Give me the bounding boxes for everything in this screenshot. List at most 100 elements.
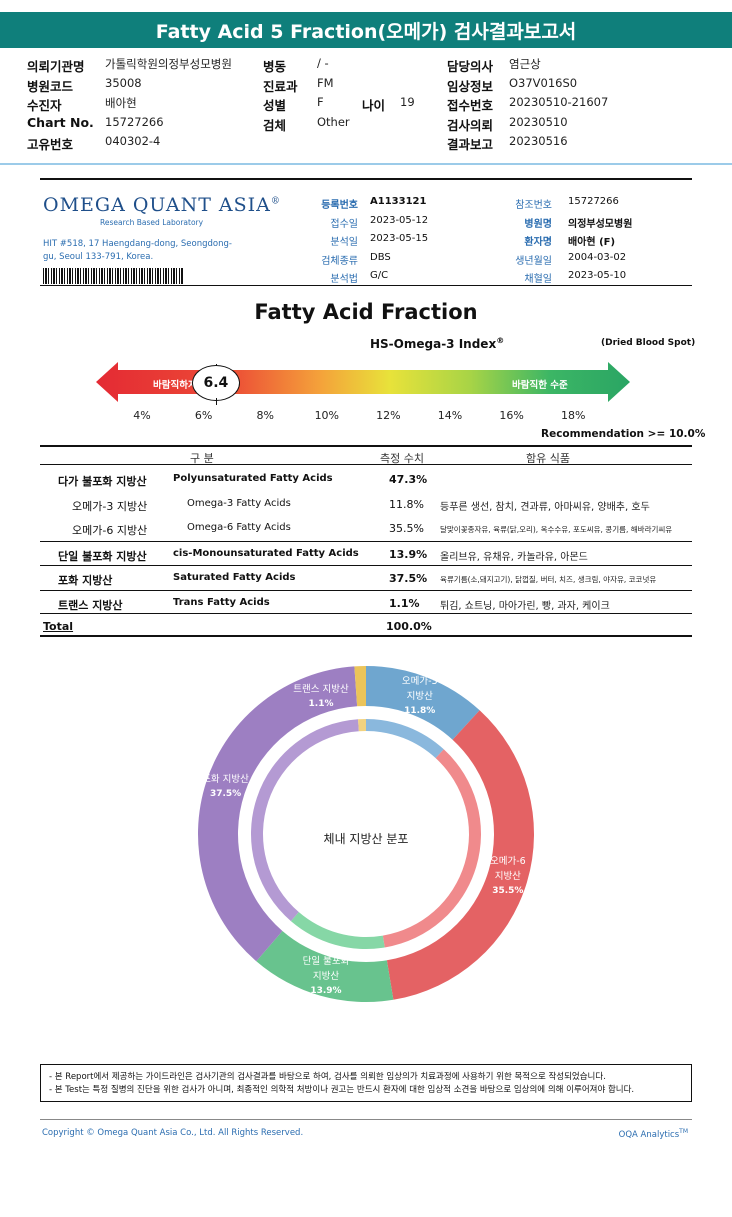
- lab-field-value: 2023-05-15: [370, 233, 429, 244]
- index-title: HS-Omega-3 Index®: [370, 336, 505, 351]
- cell-value: 13.9%: [389, 547, 428, 561]
- slice-label-pct: 11.8%: [404, 705, 436, 716]
- slice-label-pct: 35.5%: [492, 885, 524, 896]
- table-total-row: Total 100.0%: [40, 613, 692, 637]
- slice-label-line1: 오메가-6: [489, 855, 526, 867]
- slice-label-pct: 37.5%: [209, 789, 242, 800]
- lab-field-value: 배아현 (F): [568, 237, 616, 248]
- donut-slice-inner: [382, 749, 482, 948]
- donut-slice-label: 포화 지방산 37.5%: [186, 772, 266, 802]
- cell-foods: 튀김, 쇼트닝, 마아가린, 빵, 과자, 케이크: [440, 600, 610, 612]
- index-value: 6.4: [203, 375, 229, 391]
- info-label: 수진자: [27, 98, 62, 113]
- lab-address: HIT #518, 17 Haengdang-dong, Seongdong-g…: [43, 239, 232, 262]
- table-row: 오메가-3 지방산 Omega-3 Fatty Acids 11.8% 등푸른 생선,…: [40, 492, 692, 516]
- header-foods: 함유 식품: [526, 452, 570, 465]
- donut-slice-label: 트랜스 지방산 1.1%: [281, 682, 361, 712]
- info-value: FM: [317, 75, 334, 90]
- donut-slice-inner: [358, 719, 366, 732]
- header-category: 구 분: [190, 452, 214, 465]
- cell-kor: 트랜스 지방산: [58, 598, 123, 612]
- copyright-text: Copyright © Omega Quant Asia Co., Ltd. A…: [42, 1128, 304, 1138]
- lab-field-value: 15727266: [568, 196, 619, 207]
- table-row: 다가 불포화 지방산 Polyunsaturated Fatty Acids 47.…: [40, 467, 692, 491]
- slice-label-line1: 포화 지방산: [202, 774, 249, 786]
- footer-divider: [40, 1119, 692, 1120]
- slice-label-line2: 지방산: [494, 870, 521, 882]
- cell-value: 1.1%: [389, 596, 420, 610]
- total-label: Total: [43, 620, 74, 633]
- cell-value: 35.5%: [389, 522, 424, 535]
- info-value: O37V016S0: [509, 75, 578, 90]
- scale-tick-label: 4%: [133, 409, 151, 422]
- index-value-marker: 6.4: [191, 365, 240, 401]
- scale-tick-label: 16%: [499, 409, 524, 422]
- section-title: Fatty Acid Fraction: [254, 300, 478, 324]
- info-label: Chart No.: [27, 114, 94, 130]
- lab-field-label: 접수일: [330, 218, 358, 230]
- disclaimer-line-1: - 본 Report에서 제공하는 가이드라인은 검사기관의 검사결과를 바탕으…: [49, 1072, 606, 1082]
- info-value: F: [317, 95, 324, 109]
- lab-field-value: 2004-03-02: [568, 251, 627, 263]
- donut-slice-inner: [366, 719, 444, 759]
- lab-field-label: 병원명: [524, 218, 552, 230]
- sample-type-label: (Dried Blood Spot): [601, 338, 696, 348]
- lab-subtitle: Research Based Laboratory: [100, 218, 204, 227]
- disclaimer-line-2: - 본 Test는 특정 질병의 진단을 위한 검사가 아니며, 최종적인 의학…: [49, 1085, 635, 1095]
- donut-slice-outer: [256, 930, 394, 1002]
- donut-center-title: 체내 지방산 분포: [323, 832, 409, 846]
- cell-eng: cis-Monounsaturated Fatty Acids: [173, 547, 359, 559]
- info-value: 19: [400, 95, 415, 109]
- cell-value: 11.8%: [389, 497, 424, 511]
- info-label: 성별: [263, 98, 287, 113]
- info-value: 15727266: [105, 114, 164, 129]
- donut-slice-label: 단일 불포화 지방산 13.9%: [286, 954, 366, 999]
- info-value: 20230510-21607: [509, 95, 609, 109]
- table-header: 구 분 측정 수치 함유 식품: [40, 445, 692, 465]
- brand-text: OQA AnalyticsTM: [618, 1128, 688, 1140]
- cell-kor: 다가 불포화 지방산: [58, 475, 147, 488]
- barcode-image: [43, 268, 183, 284]
- cell-eng: Saturated Fatty Acids: [173, 572, 296, 583]
- donut-slice-inner: [250, 719, 359, 922]
- cell-kor: 단일 불포화 지방산: [58, 549, 147, 563]
- info-label: 결과보고: [447, 137, 494, 152]
- scale-tick-label: 6%: [194, 409, 213, 422]
- header-divider: [0, 163, 732, 165]
- info-value: 20230510: [509, 114, 568, 129]
- cell-kor: 포화 지방산: [58, 574, 113, 587]
- lab-field-value: G/C: [370, 270, 389, 281]
- info-value: Other: [317, 114, 350, 129]
- slice-label-line2: 지방산: [312, 970, 340, 982]
- lab-field-value: 2023-05-10: [568, 270, 627, 281]
- donut-slice-outer: [197, 666, 358, 962]
- slice-label-line1: 단일 불포화: [302, 955, 350, 967]
- patient-info-row: Chart No. 15727266 검체 Other 검사의뢰 20230510: [27, 115, 707, 133]
- donut-slice-inner: [290, 912, 385, 949]
- donut-slice-outer: [386, 710, 534, 1000]
- lab-field-label: 참조번호: [515, 200, 552, 211]
- scale-tick-label: 14%: [437, 409, 463, 422]
- info-label: 담당의사: [447, 59, 494, 74]
- marker-tick-bottom: [215, 398, 217, 405]
- table-row: 포화 지방산 Saturated Fatty Acids 37.5% 육류기름(소,돼…: [40, 565, 692, 589]
- slice-label-line2: 지방산: [406, 690, 433, 702]
- patient-info-row: 의뢰기관명 가톨릭학원의정부성모병원 병동 / - 담당의사 염근상: [27, 56, 707, 74]
- cell-foods: 등푸른 생선, 참치, 견과류, 아마씨유, 양배추, 호두: [440, 501, 650, 513]
- scale-tick-label: 10%: [314, 409, 340, 422]
- cell-eng: Omega-6 Fatty Acids: [187, 522, 291, 533]
- desirable-zone-label: 바람직한 수준: [512, 380, 568, 391]
- slice-label-pct: 1.1%: [308, 699, 334, 709]
- recommendation-text: Recommendation >= 10.0%: [541, 428, 706, 440]
- cell-kor: 오메가-6 지방산: [72, 524, 148, 537]
- info-label: 병원코드: [27, 78, 74, 94]
- info-label: 나이: [362, 98, 386, 113]
- info-label: 검체: [263, 117, 287, 133]
- slice-label-line1: 트랜스 지방산: [293, 684, 349, 695]
- lab-field-label: 검체종류: [321, 255, 358, 267]
- slice-label-line1: 오메가-3: [401, 675, 438, 687]
- disclaimer-box: - 본 Report에서 제공하는 가이드라인은 검사기관의 검사결과를 바탕으…: [40, 1064, 692, 1102]
- cell-kor: 오메가-3 지방산: [72, 499, 148, 513]
- info-label: 접수번호: [447, 98, 494, 113]
- donut-slice-outer: [354, 666, 366, 707]
